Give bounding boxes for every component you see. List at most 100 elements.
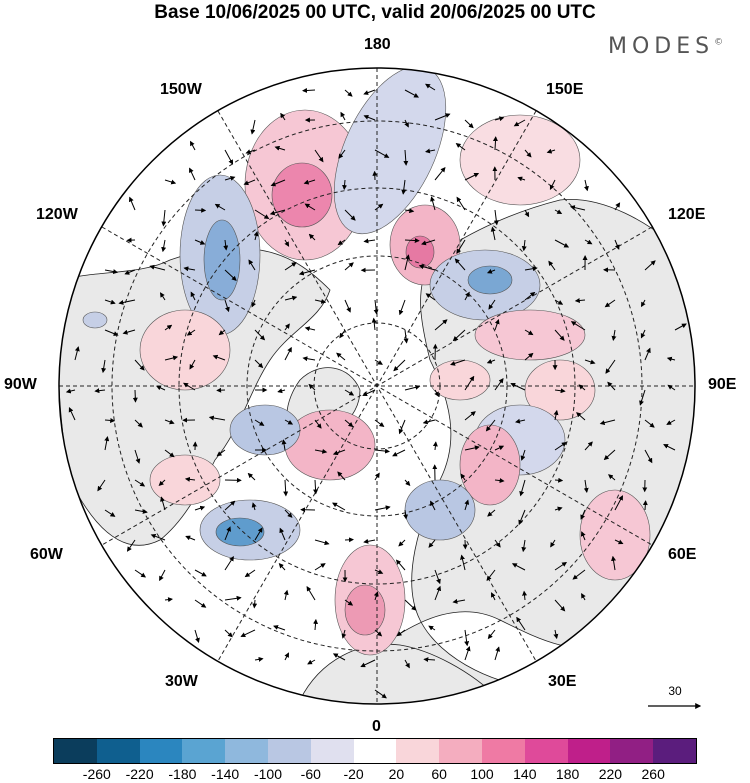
wind-vector (124, 269, 136, 275)
wind-vector (401, 179, 407, 195)
wind-vector (404, 479, 411, 487)
wind-vector (254, 359, 264, 369)
positive-anomaly (459, 424, 521, 506)
wind-vector (580, 531, 586, 541)
wind-vector (666, 419, 676, 425)
wind-vector (524, 209, 530, 218)
lon-label-120e: 120E (668, 206, 706, 223)
wind-vector (644, 449, 653, 464)
wind-vector (393, 359, 406, 372)
colorbar-tick-label: -60 (300, 766, 321, 782)
wind-vector (548, 260, 556, 271)
wind-vector (274, 145, 286, 151)
wind-vector (280, 112, 286, 121)
wind-vector (641, 299, 646, 308)
wind-vector (580, 509, 586, 520)
wind-vector (492, 136, 498, 151)
wind-vector (516, 616, 526, 631)
strong-negative-anomaly (215, 517, 265, 547)
wind-vector (284, 652, 289, 661)
wind-vector (520, 449, 526, 461)
wind-vector (404, 599, 417, 611)
wind-vector (584, 359, 596, 365)
wind-vector (521, 539, 527, 553)
wind-vector (667, 384, 676, 391)
wind-vector (283, 479, 289, 497)
colorbar-tick-label: 260 (641, 766, 665, 782)
wind-vector (430, 500, 436, 511)
wind-vector (434, 319, 448, 331)
wind-vector (371, 317, 377, 331)
wind-vector (494, 646, 501, 661)
wind-vector (302, 87, 316, 93)
wind-vector (194, 629, 200, 644)
wind-vector (284, 323, 290, 331)
wind-vector (614, 495, 623, 511)
wind-vector (97, 479, 106, 492)
wind-vector (373, 299, 379, 315)
wind-vector (611, 329, 617, 341)
wind-vector (270, 179, 286, 187)
wind-vector (269, 209, 286, 216)
wind-vector (194, 207, 207, 213)
wind-vector (183, 382, 196, 391)
wind-vector (511, 563, 526, 571)
colorbar-tick-label: -220 (125, 766, 154, 782)
wind-vector (339, 329, 346, 339)
wind-vector (281, 439, 287, 451)
wind-vector (554, 299, 564, 305)
wind-vector (164, 597, 173, 603)
wind-vector (362, 389, 376, 397)
colorbar-segment (267, 739, 311, 763)
wind-vector (599, 419, 616, 426)
wind-vector (605, 359, 616, 374)
wind-vector (126, 539, 136, 552)
wind-vector (313, 479, 319, 495)
wind-vector (515, 418, 526, 424)
wind-vector (583, 179, 589, 192)
wind-vector (314, 563, 326, 571)
wind-vector (487, 629, 496, 640)
wind-vector (254, 209, 270, 220)
wind-vector (614, 239, 620, 250)
wind-vector (464, 499, 470, 511)
wind-vector (553, 409, 559, 421)
wind-vector (186, 329, 196, 336)
wind-vector (434, 113, 451, 121)
wind-vector (208, 415, 226, 421)
wind-vector (455, 142, 466, 151)
wind-vector (524, 291, 536, 301)
wind-vector (423, 657, 436, 663)
wind-vector (363, 89, 376, 95)
wind-vector (344, 89, 353, 97)
lon-label-90e: 90E (708, 376, 737, 393)
wind-vector (224, 175, 236, 181)
colorbar-tick-label: -180 (168, 766, 197, 782)
wind-vector (224, 556, 234, 571)
wind-vector (490, 226, 496, 241)
colorbar-segment (524, 739, 568, 763)
wind-vector (344, 299, 351, 313)
wind-vector (104, 417, 116, 423)
wind-vector (251, 502, 257, 511)
wind-vector (341, 629, 347, 639)
wind-vector (574, 298, 586, 303)
wind-vector (254, 419, 265, 426)
wind-vector (159, 292, 166, 301)
wind-vector (94, 388, 106, 394)
wind-vector (450, 359, 466, 366)
wind-vector (494, 478, 505, 484)
wind-vector (104, 436, 110, 451)
wind-vector (284, 295, 298, 301)
wind-vector (487, 509, 496, 517)
wind-vector (363, 538, 376, 544)
wind-vector (454, 258, 466, 271)
wind-vector (216, 449, 226, 457)
wind-vector (338, 149, 346, 159)
colorbar-tick-label: 20 (388, 766, 405, 782)
wind-vector (344, 389, 355, 396)
wind-vector (189, 359, 196, 370)
wind-vector (464, 173, 480, 181)
positive-anomaly (429, 359, 491, 401)
wind-vector (314, 448, 328, 454)
